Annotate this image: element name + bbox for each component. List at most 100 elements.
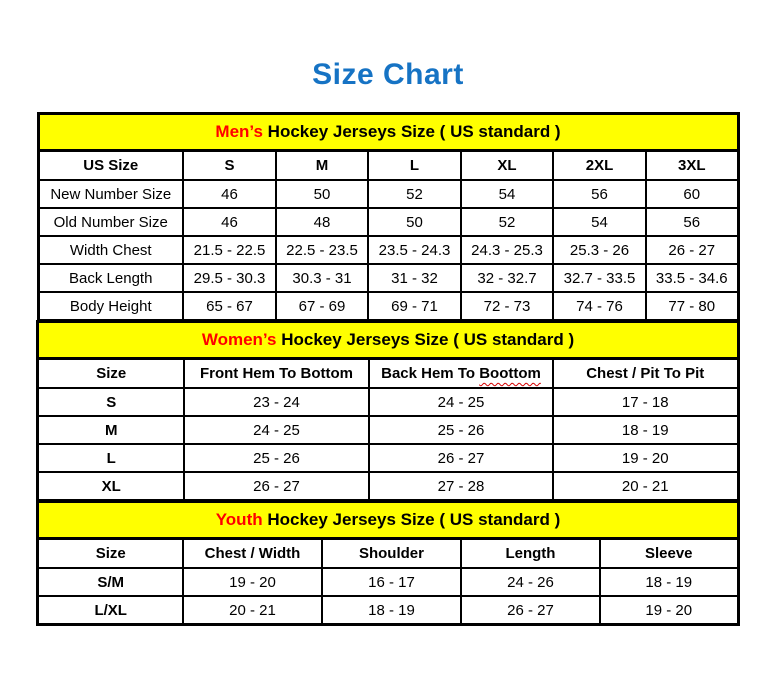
data-cell: 54 bbox=[460, 179, 554, 209]
data-cell: 23 - 24 bbox=[182, 387, 370, 417]
table-row: M 24 - 25 25 - 26 18 - 19 bbox=[36, 415, 740, 445]
data-cell: 52 bbox=[460, 207, 554, 237]
data-cell: 46 bbox=[182, 207, 277, 237]
youth-banner: Youth Hockey Jerseys Size ( US standard … bbox=[36, 500, 740, 540]
column-header: 2XL bbox=[552, 149, 647, 181]
table-banner-row: Women’s Hockey Jerseys Size ( US standar… bbox=[36, 320, 740, 360]
data-cell: 19 - 20 bbox=[551, 443, 740, 473]
row-label: M bbox=[36, 415, 185, 445]
data-cell: 56 bbox=[552, 179, 647, 209]
column-header: Front Hem To Bottom bbox=[182, 357, 370, 389]
table-row: S/M 19 - 20 16 - 17 24 - 26 18 - 19 bbox=[36, 567, 740, 597]
womens-size-table: Women’s Hockey Jerseys Size ( US standar… bbox=[36, 320, 740, 502]
column-header: Chest / Width bbox=[181, 537, 323, 569]
row-label: L bbox=[36, 443, 185, 473]
table-banner-row: Youth Hockey Jerseys Size ( US standard … bbox=[36, 500, 740, 540]
column-header: Size bbox=[36, 357, 185, 389]
column-header: Chest / Pit To Pit bbox=[551, 357, 740, 389]
data-cell: 27 - 28 bbox=[367, 471, 554, 502]
data-cell: 65 - 67 bbox=[182, 291, 277, 322]
data-cell: 56 bbox=[645, 207, 739, 237]
data-cell: 60 bbox=[645, 179, 739, 209]
data-cell: 26 - 27 bbox=[459, 595, 601, 626]
data-cell: 77 - 80 bbox=[645, 291, 739, 322]
data-cell: 20 - 21 bbox=[181, 595, 323, 626]
table-row: XL 26 - 27 27 - 28 20 - 21 bbox=[36, 471, 740, 502]
data-cell: 16 - 17 bbox=[320, 567, 462, 597]
data-cell: 33.5 - 34.6 bbox=[645, 263, 739, 293]
data-cell: 22.5 - 23.5 bbox=[275, 235, 369, 265]
banner-category-label: Youth bbox=[215, 510, 263, 529]
data-cell: 74 - 76 bbox=[552, 291, 647, 322]
row-label: New Number Size bbox=[37, 179, 184, 209]
column-header: Size bbox=[36, 537, 184, 569]
table-row: Width Chest 21.5 - 22.5 22.5 - 23.5 23.5… bbox=[37, 235, 739, 265]
table-row: S 23 - 24 24 - 25 17 - 18 bbox=[36, 387, 740, 417]
data-cell: 32.7 - 33.5 bbox=[552, 263, 647, 293]
data-cell: 69 - 71 bbox=[367, 291, 462, 322]
column-header: M bbox=[275, 149, 369, 181]
column-header: Length bbox=[459, 537, 601, 569]
data-cell: 24 - 25 bbox=[367, 387, 554, 417]
data-cell: 72 - 73 bbox=[460, 291, 554, 322]
data-cell: 52 bbox=[367, 179, 462, 209]
table-banner-row: Men’s Hockey Jerseys Size ( US standard … bbox=[36, 112, 740, 152]
row-label: Body Height bbox=[37, 291, 184, 322]
data-cell: 50 bbox=[275, 179, 369, 209]
data-cell: 25 - 26 bbox=[367, 415, 554, 445]
data-cell: 19 - 20 bbox=[181, 567, 323, 597]
data-cell: 24 - 25 bbox=[182, 415, 370, 445]
data-cell: 32 - 32.7 bbox=[460, 263, 554, 293]
data-cell: 20 - 21 bbox=[551, 471, 740, 502]
data-cell: 50 bbox=[367, 207, 462, 237]
data-cell: 24 - 26 bbox=[459, 567, 601, 597]
table-row: L/XL 20 - 21 18 - 19 26 - 27 19 - 20 bbox=[36, 595, 740, 626]
data-cell: 23.5 - 24.3 bbox=[367, 235, 462, 265]
data-cell: 26 - 27 bbox=[182, 471, 370, 502]
banner-category-label: Men’s bbox=[215, 122, 263, 141]
column-header: 3XL bbox=[645, 149, 739, 181]
table-row: L 25 - 26 26 - 27 19 - 20 bbox=[36, 443, 740, 473]
banner-text: Hockey Jerseys Size ( US standard ) bbox=[276, 330, 575, 349]
row-label: Width Chest bbox=[37, 235, 184, 265]
column-header: Shoulder bbox=[320, 537, 462, 569]
row-label: S bbox=[36, 387, 185, 417]
data-cell: 26 - 27 bbox=[367, 443, 554, 473]
column-header-row: US Size S M L XL 2XL 3XL bbox=[37, 149, 739, 181]
row-label: XL bbox=[36, 471, 185, 502]
youth-size-table: Youth Hockey Jerseys Size ( US standard … bbox=[36, 500, 740, 626]
table-row: Body Height 65 - 67 67 - 69 69 - 71 72 -… bbox=[37, 291, 739, 322]
page-title: Size Chart bbox=[312, 58, 464, 91]
banner-text: Hockey Jerseys Size ( US standard ) bbox=[262, 510, 561, 529]
column-header-text: Back Hem To bbox=[381, 365, 480, 382]
column-header-row: Size Chest / Width Shoulder Length Sleev… bbox=[36, 537, 740, 569]
column-header: US Size bbox=[37, 149, 184, 181]
data-cell: 17 - 18 bbox=[551, 387, 740, 417]
column-header: Sleeve bbox=[598, 537, 740, 569]
row-label: Old Number Size bbox=[37, 207, 184, 237]
column-header-row: Size Front Hem To Bottom Back Hem To Boo… bbox=[36, 357, 740, 389]
data-cell: 19 - 20 bbox=[598, 595, 740, 626]
data-cell: 18 - 19 bbox=[598, 567, 740, 597]
mens-banner: Men’s Hockey Jerseys Size ( US standard … bbox=[36, 112, 740, 152]
column-header: XL bbox=[460, 149, 554, 181]
data-cell: 54 bbox=[552, 207, 647, 237]
data-cell: 67 - 69 bbox=[275, 291, 369, 322]
column-header: Back Hem To Boottom bbox=[367, 357, 554, 389]
data-cell: 48 bbox=[275, 207, 369, 237]
table-row: New Number Size 46 50 52 54 56 60 bbox=[37, 179, 739, 209]
data-cell: 25 - 26 bbox=[182, 443, 370, 473]
data-cell: 25.3 - 26 bbox=[552, 235, 647, 265]
row-label: L/XL bbox=[36, 595, 184, 626]
data-cell: 18 - 19 bbox=[320, 595, 462, 626]
row-label: Back Length bbox=[37, 263, 184, 293]
banner-text: Hockey Jerseys Size ( US standard ) bbox=[262, 122, 561, 141]
size-chart-page: Size Chart Men’s Hockey Jerseys Size ( U… bbox=[36, 58, 740, 626]
table-row: Back Length 29.5 - 30.3 30.3 - 31 31 - 3… bbox=[37, 263, 739, 293]
data-cell: 18 - 19 bbox=[551, 415, 740, 445]
banner-category-label: Women’s bbox=[201, 330, 277, 349]
womens-banner: Women’s Hockey Jerseys Size ( US standar… bbox=[36, 320, 740, 360]
data-cell: 26 - 27 bbox=[645, 235, 739, 265]
column-header: L bbox=[367, 149, 462, 181]
data-cell: 31 - 32 bbox=[367, 263, 462, 293]
